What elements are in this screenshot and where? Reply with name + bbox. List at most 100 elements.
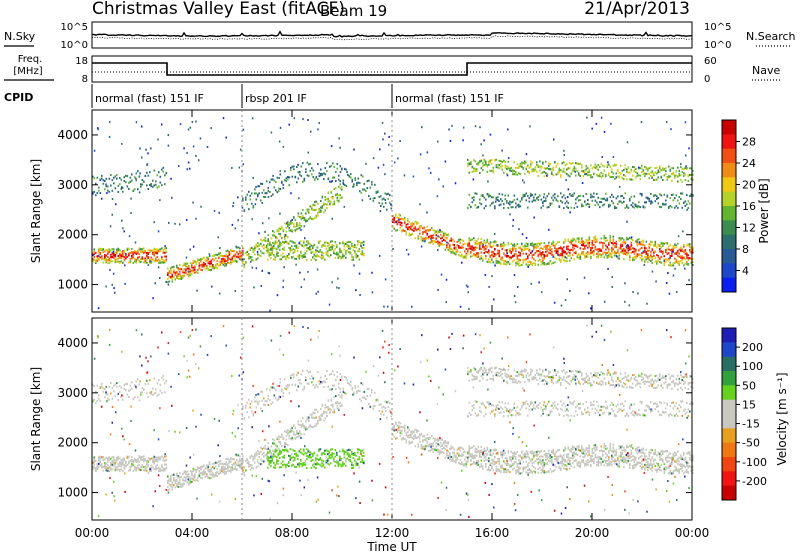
power-cell bbox=[519, 259, 522, 262]
power-cell bbox=[563, 207, 565, 210]
power-cell bbox=[288, 223, 291, 226]
power-cell bbox=[155, 257, 157, 260]
power-cell bbox=[495, 158, 498, 161]
power-cell bbox=[630, 204, 633, 207]
power-cell bbox=[672, 264, 675, 267]
power-cell bbox=[605, 251, 607, 254]
power-cell bbox=[561, 201, 564, 204]
power-cell bbox=[282, 228, 285, 231]
power-cell bbox=[579, 258, 582, 261]
colorbar-tick-label: 12 bbox=[742, 222, 756, 235]
power-cell bbox=[484, 273, 487, 276]
power-cell bbox=[528, 166, 531, 169]
power-cell bbox=[565, 179, 567, 182]
velocity-cell bbox=[177, 483, 180, 486]
power-cell bbox=[689, 249, 691, 252]
power-cell bbox=[566, 278, 568, 281]
velocity-cell bbox=[122, 461, 124, 464]
power-cell bbox=[519, 173, 522, 176]
power-cell bbox=[690, 194, 693, 197]
velocity-cell bbox=[233, 468, 235, 471]
power-cell bbox=[494, 264, 496, 267]
power-cell bbox=[687, 200, 690, 203]
velocity-data-marks bbox=[92, 324, 694, 520]
power-cell bbox=[480, 255, 483, 258]
velocity-cell bbox=[209, 470, 211, 473]
power-cell bbox=[336, 199, 339, 202]
power-cell bbox=[525, 263, 528, 266]
power-cell bbox=[596, 192, 598, 195]
power-cell bbox=[349, 251, 352, 254]
power-cell bbox=[222, 117, 225, 120]
power-cell bbox=[518, 264, 520, 267]
power-cell bbox=[573, 167, 576, 170]
power-cell bbox=[425, 236, 427, 239]
velocity-cell bbox=[398, 421, 400, 424]
velocity-cell bbox=[404, 429, 406, 432]
power-cell bbox=[431, 236, 433, 239]
power-cell bbox=[611, 170, 613, 173]
frequency-panel-frame bbox=[91, 55, 693, 83]
power-cell bbox=[199, 137, 202, 140]
power-cell bbox=[183, 263, 186, 266]
power-cell bbox=[164, 255, 166, 258]
power-cell bbox=[585, 244, 588, 247]
power-cell bbox=[666, 247, 669, 250]
power-cell bbox=[352, 185, 354, 188]
power-cell bbox=[545, 172, 547, 175]
power-cell bbox=[125, 257, 127, 260]
power-cell bbox=[588, 236, 591, 239]
velocity-cell bbox=[240, 466, 243, 469]
power-cell bbox=[438, 241, 441, 244]
power-cell bbox=[468, 307, 470, 310]
power-cell bbox=[540, 242, 543, 245]
power-cell bbox=[566, 163, 568, 166]
power-cell bbox=[320, 200, 322, 203]
power-cell bbox=[368, 194, 370, 197]
power-cell bbox=[564, 202, 567, 205]
power-cell bbox=[512, 260, 514, 263]
power-cell bbox=[657, 176, 660, 179]
power-cell bbox=[531, 194, 534, 197]
power-cell bbox=[624, 253, 627, 256]
power-cell bbox=[168, 280, 171, 283]
power-cell bbox=[572, 246, 574, 249]
power-cell bbox=[653, 179, 655, 182]
velocity-cell bbox=[228, 465, 231, 468]
power-cell bbox=[275, 189, 277, 192]
velocity-cell bbox=[338, 407, 340, 410]
velocity-cell bbox=[254, 457, 256, 460]
power-cell bbox=[93, 251, 96, 254]
power-cell bbox=[605, 253, 607, 256]
power-cell bbox=[313, 257, 316, 260]
power-cell bbox=[261, 222, 264, 225]
power-cell bbox=[590, 252, 592, 255]
power-cell bbox=[579, 247, 582, 250]
power-cell bbox=[323, 172, 325, 175]
power-cell bbox=[153, 251, 156, 254]
power-cell bbox=[221, 254, 223, 257]
power-cell bbox=[225, 259, 228, 262]
power-cell bbox=[180, 268, 183, 271]
power-cell bbox=[494, 255, 496, 258]
power-cell bbox=[251, 246, 253, 249]
colorbar-cell bbox=[722, 220, 736, 236]
power-cell bbox=[531, 250, 533, 253]
power-cell bbox=[581, 166, 583, 169]
power-cell bbox=[104, 255, 106, 258]
velocity-cell bbox=[107, 457, 109, 460]
power-cell bbox=[648, 255, 651, 258]
velocity-cell bbox=[98, 459, 100, 462]
power-cell bbox=[531, 200, 534, 203]
power-cell bbox=[680, 174, 682, 177]
power-cell bbox=[371, 183, 373, 186]
power-cell bbox=[188, 275, 190, 278]
power-cell bbox=[554, 256, 556, 259]
nave-right-tick-bottom: 0 bbox=[704, 74, 710, 85]
power-cell bbox=[176, 266, 178, 269]
power-cell bbox=[518, 262, 520, 265]
power-cell bbox=[308, 208, 310, 211]
velocity-cell bbox=[323, 419, 325, 422]
power-cell bbox=[641, 240, 643, 243]
power-cell bbox=[590, 307, 592, 310]
